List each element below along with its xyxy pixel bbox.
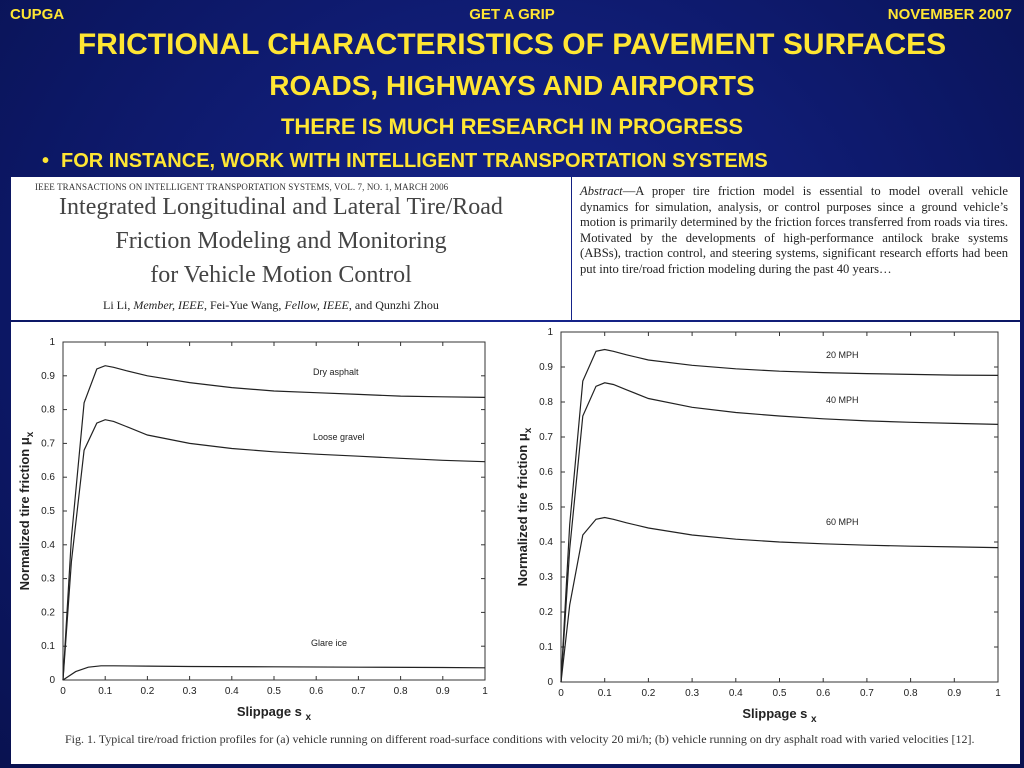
y-tick-label: 0.8: [41, 405, 55, 416]
y-tick-label: 0.6: [41, 472, 55, 483]
series-line: [560, 516, 999, 683]
paper-authors: Li Li, Member, IEEE, Fei-Yue Wang, Fello…: [103, 298, 439, 312]
paper-title-line-3: for Vehicle Motion Control: [150, 262, 412, 288]
y-tick-label: 0.2: [41, 607, 55, 618]
x-tick-label: 0.9: [436, 686, 450, 697]
series-line: [560, 382, 999, 683]
y-tick-label: 0.3: [539, 572, 553, 583]
y-tick-label: 0.9: [539, 362, 553, 373]
x-tick-label: 1: [482, 686, 488, 697]
series-label: Glare ice: [311, 638, 347, 648]
x-tick-label: 0.4: [729, 688, 743, 699]
x-tick-label: 0.8: [394, 686, 408, 697]
y-tick-label: 0.2: [539, 607, 553, 618]
y-tick-label: 0: [49, 675, 55, 686]
x-tick-label: 0.4: [225, 686, 239, 697]
series-line: [62, 665, 486, 681]
x-tick-label: 0.1: [98, 686, 112, 697]
x-tick-label: 0.6: [816, 688, 830, 699]
paper-abstract: Abstract—A proper tire friction model is…: [580, 184, 1008, 278]
series-label: 20 MPH: [826, 350, 859, 360]
paper-title-line-1: Integrated Longitudinal and Lateral Tire…: [59, 194, 503, 220]
x-tick-label: 0.7: [860, 688, 874, 699]
series-label: 40 MPH: [826, 395, 859, 405]
y-tick-label: 0.5: [539, 502, 553, 513]
y-tick-label: 0.3: [41, 574, 55, 585]
x-tick-label: 0.8: [904, 688, 918, 699]
x-tick-label: 0.6: [309, 686, 323, 697]
y-tick-label: 0.9: [41, 371, 55, 382]
y-tick-label: 0.8: [539, 397, 553, 408]
y-tick-label: 0.6: [539, 467, 553, 478]
figure-caption: Fig. 1. Typical tire/road friction profi…: [65, 732, 975, 746]
plot-frame: [560, 331, 999, 683]
y-tick-label: 0.1: [539, 642, 553, 653]
y-tick-label: 0.1: [41, 641, 55, 652]
x-tick-label: 0.3: [183, 686, 197, 697]
y-tick-label: 0.4: [41, 540, 55, 551]
x-tick-label: 0.1: [598, 688, 612, 699]
series-line: [62, 365, 486, 681]
friction-chart-surfaces: 0 0.1 0.2 0.3 0.4 0.5 0.6 0.7 0.8 0.9 1 0 0.1 0.2 0.3 0…: [17, 337, 488, 723]
bullet-item: • FOR INSTANCE, WORK WITH INTELLIGENT TRA…: [42, 150, 768, 173]
x-tick-label: 0: [558, 688, 564, 699]
y-tick-label: 0.4: [539, 537, 553, 548]
paper-title-line-2: Friction Modeling and Monitoring: [115, 228, 447, 254]
series-label: Dry asphalt: [313, 367, 359, 377]
y-axis-label: Normalized tire friction μx: [17, 431, 36, 590]
y-tick-label: 0: [547, 677, 553, 688]
y-tick-label: 0.7: [539, 432, 553, 443]
x-tick-label: 1: [995, 688, 1001, 699]
x-tick-label: 0.9: [947, 688, 961, 699]
abstract-text: —A proper tire friction model is essenti…: [580, 184, 1008, 276]
y-axis-label: Normalized tire friction μx: [515, 427, 534, 586]
friction-chart-velocities: 0 0.1 0.2 0.3 0.4 0.5 0.6 0.7 0.8 0.9 1 0 0.1 0.2 0.3 0…: [515, 327, 1001, 725]
x-tick-label: 0.5: [773, 688, 787, 699]
header-left: CUPGA: [10, 6, 65, 23]
x-axis-label: Slippage s x: [237, 704, 312, 723]
y-tick-label: 1: [547, 327, 553, 338]
bullet-text: FOR INSTANCE, WORK WITH INTELLIGENT TRAN…: [61, 150, 768, 172]
paper-title-clipping: IEEE TRANSACTIONS ON INTELLIGENT TRANSPO…: [11, 177, 571, 320]
slide-subtitle: ROADS, HIGHWAYS AND AIRPORTS: [269, 70, 755, 101]
header-center: GET A GRIP: [469, 6, 555, 23]
journal-header: IEEE TRANSACTIONS ON INTELLIGENT TRANSPO…: [35, 182, 449, 192]
x-tick-label: 0: [60, 686, 66, 697]
abstract-label: Abstract: [580, 184, 623, 198]
x-tick-label: 0.5: [267, 686, 281, 697]
series-label: 60 MPH: [826, 517, 859, 527]
slide-heading: THERE IS MUCH RESEARCH IN PROGRESS: [280, 114, 744, 139]
x-tick-label: 0.2: [641, 688, 655, 699]
x-tick-label: 0.3: [685, 688, 699, 699]
slide-title: FRICTIONAL CHARACTERISTICS OF PAVEMENT S…: [77, 28, 947, 61]
y-tick-label: 0.5: [41, 506, 55, 517]
series-line: [62, 419, 486, 681]
header-right: NOVEMBER 2007: [887, 6, 1012, 23]
figure-clipping: 0 0.1 0.2 0.3 0.4 0.5 0.6 0.7 0.8 0.9 1 0 0.1 0.2 0.3 0…: [11, 322, 1020, 764]
x-tick-label: 0.7: [351, 686, 365, 697]
bullet-dot: •: [42, 150, 50, 172]
y-tick-label: 0.7: [41, 438, 55, 449]
series-label: Loose gravel: [313, 432, 365, 442]
plot-frame: [62, 341, 486, 681]
x-tick-label: 0.2: [140, 686, 154, 697]
x-axis-label: Slippage s x: [742, 706, 817, 725]
series-line: [560, 348, 999, 683]
y-tick-label: 1: [49, 337, 55, 348]
abstract-clipping: Abstract—A proper tire friction model is…: [572, 177, 1020, 320]
